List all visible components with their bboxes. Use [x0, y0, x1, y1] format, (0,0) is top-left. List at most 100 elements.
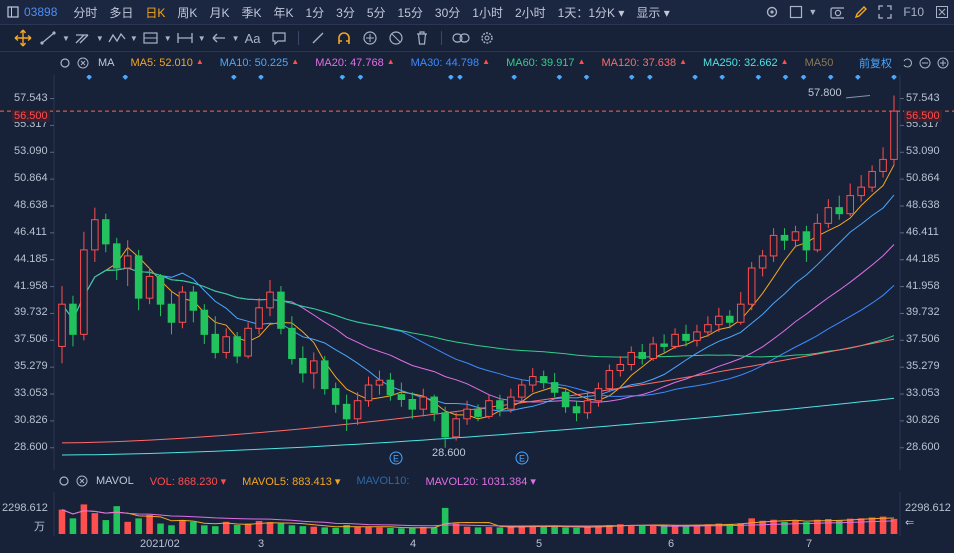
volume-bar: [321, 527, 329, 534]
fullscreen-icon[interactable]: [878, 5, 892, 19]
period-tab-8[interactable]: 3分: [336, 5, 355, 20]
period-tab-2[interactable]: 日K: [145, 5, 166, 20]
volume-bar: [277, 523, 285, 534]
event-e-marker-label: E: [393, 454, 399, 464]
pencil-icon[interactable]: [854, 5, 868, 19]
candle-body: [704, 324, 712, 333]
ma-up-arrow-icon: ▲: [291, 57, 300, 66]
sidebar-toggle-icon[interactable]: [6, 5, 20, 19]
trend-line-icon[interactable]: [38, 27, 60, 49]
price-axis-label-left: 35.279: [14, 360, 48, 373]
ma-legend-item-5[interactable]: MA120: 37.638: [601, 57, 677, 69]
range-selector[interactable]: 1天：1分K ▾: [557, 5, 625, 20]
ma-legend-item-7[interactable]: MA50: [804, 57, 834, 69]
vol-legend-item-1[interactable]: MAVOL5: 883.413 ▾: [242, 475, 341, 488]
checkbox-icon[interactable]: [789, 5, 803, 19]
hide-icon[interactable]: [385, 27, 407, 49]
chevron-down-icon[interactable]: ▼: [808, 7, 818, 17]
candle-body: [550, 382, 559, 393]
vol-legend-item-2[interactable]: MAVOL10:: [356, 474, 410, 487]
volume-bar: [288, 525, 296, 534]
lock-icon[interactable]: [359, 27, 381, 49]
text-tool-icon[interactable]: Aa: [244, 30, 261, 46]
adjust-mode[interactable]: 前复权: [855, 55, 896, 71]
price-axis-label-left: 57.543: [14, 91, 48, 104]
range-measure-icon[interactable]: [174, 27, 196, 49]
ma-up-arrow-icon: ▲: [386, 57, 395, 66]
event-e-marker: [389, 451, 403, 465]
chevron-down-icon[interactable]: ▼: [163, 33, 172, 43]
volume-bar: [540, 526, 547, 534]
ma-legend-item-1[interactable]: MA10: 50.225: [219, 57, 289, 69]
f10-button[interactable]: F10: [903, 5, 924, 19]
ma-legend-item-6[interactable]: MA250: 32.662: [703, 57, 778, 69]
vol-legend-item-3[interactable]: MAVOL20: 1031.384 ▾: [425, 475, 536, 488]
display-menu[interactable]: 显示 ▾: [636, 5, 670, 20]
arrow-left-icon[interactable]: [208, 27, 230, 49]
candle-body: [145, 275, 154, 299]
period-tab-10[interactable]: 15分: [397, 5, 423, 20]
candle-body: [496, 400, 504, 410]
chevron-down-icon[interactable]: ▼: [95, 33, 104, 43]
vol-legend-item-0[interactable]: VOL: 868.230 ▾: [149, 475, 227, 488]
period-tab-0[interactable]: 分时: [73, 5, 98, 20]
period-tab-1[interactable]: 多日: [109, 5, 134, 20]
candle-body: [375, 379, 384, 386]
camera-icon[interactable]: [830, 5, 845, 19]
gear-icon[interactable]: [58, 56, 72, 70]
chevron-down-icon[interactable]: ▼: [129, 33, 138, 43]
volume-chart[interactable]: [0, 492, 954, 536]
volume-bar: [266, 522, 274, 534]
chevron-down-icon[interactable]: ▼: [62, 33, 70, 43]
period-tab-12[interactable]: 1小时: [472, 5, 503, 20]
price-axis-label-right: 48.638: [906, 198, 940, 211]
candle-body: [616, 364, 625, 372]
ma-legend-item-0[interactable]: MA5: 52.010: [130, 57, 193, 69]
zoom-in-icon[interactable]: [936, 56, 950, 70]
x-axis-label: 3: [258, 538, 265, 550]
zoom-out-icon[interactable]: [918, 56, 932, 70]
link-icon[interactable]: [450, 27, 472, 49]
period-tab-9[interactable]: 5分: [366, 5, 386, 20]
undo-icon[interactable]: [900, 56, 914, 70]
ma-legend-item-3[interactable]: MA30: 44.798: [410, 57, 480, 69]
trash-icon[interactable]: [411, 27, 433, 49]
wave-icon[interactable]: [106, 27, 128, 49]
channel-icon[interactable]: [72, 27, 94, 49]
fib-icon[interactable]: [140, 27, 162, 49]
ruler-icon[interactable]: [307, 27, 329, 49]
move-cross-icon[interactable]: [12, 27, 34, 49]
stock-code[interactable]: 03898: [24, 5, 58, 19]
period-tab-3[interactable]: 周K: [177, 5, 198, 20]
period-tab-7[interactable]: 1分: [305, 5, 325, 20]
volume-bar: [562, 527, 569, 534]
period-tab-13[interactable]: 2小时: [514, 5, 546, 20]
volume-bar: [452, 523, 460, 534]
drawing-toolbar: ▼ ▼ ▼ ▼ ▼ ▼ Aa: [0, 25, 954, 52]
period-tab-4[interactable]: 月K: [209, 5, 230, 20]
settings-icon[interactable]: [765, 5, 779, 19]
magnet-icon[interactable]: [333, 27, 355, 49]
ma-legend-item-2[interactable]: MA20: 47.768: [315, 57, 384, 69]
candle-body: [452, 418, 460, 438]
period-tab-6[interactable]: 年K: [273, 5, 294, 20]
candle-body: [91, 219, 99, 251]
period-tab-11[interactable]: 30分: [434, 5, 461, 20]
close-icon[interactable]: [76, 56, 90, 70]
ma-legend-item-4[interactable]: MA60: 39.917: [506, 57, 575, 69]
period-tab-5[interactable]: 季K: [241, 5, 262, 20]
volume-bar: [726, 523, 734, 534]
close-icon[interactable]: [76, 475, 88, 487]
close-icon[interactable]: [935, 5, 949, 19]
gear-icon[interactable]: [58, 475, 70, 487]
candle-body: [693, 331, 701, 341]
volume-bar: [365, 527, 372, 534]
candle-body: [791, 231, 800, 241]
comment-icon[interactable]: [268, 27, 290, 49]
volume-bar: [233, 524, 241, 534]
chevron-down-icon[interactable]: ▼: [197, 33, 206, 43]
candle-body: [813, 222, 822, 251]
gear-icon[interactable]: [476, 27, 498, 49]
chevron-down-icon[interactable]: ▼: [231, 33, 240, 43]
